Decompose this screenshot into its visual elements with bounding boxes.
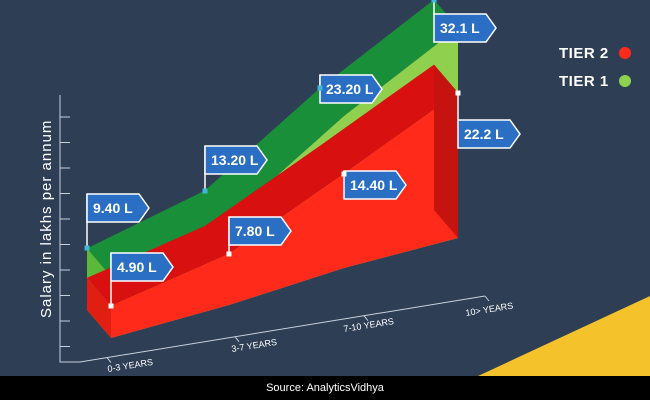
flag-shape	[110, 252, 174, 282]
accent-corner	[478, 296, 650, 376]
data-label: 13.20 L	[211, 152, 259, 168]
data-point	[84, 245, 90, 251]
legend: TIER 2 TIER 1	[559, 45, 631, 90]
salary-chart: 9.40 L 13.20 L 23.20 L 32.1 L 4.90 L 7.80 L 14…	[38, 0, 650, 376]
x-axis-tick	[106, 357, 112, 363]
tier2-side-face	[87, 277, 111, 338]
data-point	[202, 188, 208, 194]
x-axis-tick	[484, 295, 490, 302]
flag-shape	[343, 170, 407, 200]
data-label: 14.40 L	[350, 177, 398, 193]
tier2-top-face	[87, 64, 458, 306]
data-labels: 9.40 L 13.20 L 23.20 L 32.1 L 4.90 L 7.80 L 14…	[84, 0, 521, 309]
flag-shape	[457, 119, 521, 149]
tier2-end-face	[434, 64, 458, 238]
tier1-data-flag: 32.1 L	[431, 0, 497, 43]
axes	[59, 95, 490, 363]
data-label: 22.2 L	[464, 126, 504, 142]
flag-shape	[86, 193, 150, 223]
legend-label: TIER 1	[559, 73, 609, 90]
x-tick-label: 7-10 YEARS	[343, 316, 395, 334]
flag-shape	[433, 13, 497, 43]
flag-shape	[228, 216, 292, 246]
flag-shape	[204, 145, 268, 175]
flag-shape	[319, 74, 383, 104]
legend-swatch	[619, 47, 631, 59]
data-label: 23.20 L	[326, 81, 374, 97]
data-point	[226, 251, 232, 257]
data-label: 9.40 L	[93, 200, 133, 216]
y-axis-label: Salary in lakhs per annum	[38, 120, 55, 318]
data-point	[431, 0, 437, 3]
data-label: 4.90 L	[117, 259, 157, 275]
source-credit: Source: AnalyticsVidhya	[0, 376, 650, 400]
tier2-data-flag: 4.90 L	[108, 252, 174, 309]
tier2-data-flag: 7.80 L	[226, 216, 292, 257]
y-axis-line	[59, 95, 80, 363]
data-point	[341, 171, 347, 177]
data-label: 7.80 L	[235, 223, 275, 239]
tier2-data-flag: 14.40 L	[341, 170, 407, 200]
tier1-data-flag: 9.40 L	[84, 193, 150, 251]
data-label: 32.1 L	[440, 20, 480, 36]
legend-label: TIER 2	[559, 45, 609, 62]
x-tick-label: 0-3 YEARS	[107, 357, 154, 374]
x-axis-tick	[234, 336, 240, 343]
tier2-data-flag: 22.2 L	[455, 90, 521, 149]
x-axis-tick	[363, 315, 369, 322]
tier1-top-face	[87, 0, 458, 277]
legend-swatch	[619, 75, 631, 87]
data-point	[455, 90, 461, 96]
data-point	[108, 303, 114, 309]
data-point	[317, 85, 323, 91]
x-axis-line	[79, 295, 486, 363]
series-layer	[87, 0, 458, 338]
tier1-data-flag: 23.20 L	[317, 74, 383, 104]
tier2-front-face	[111, 92, 458, 338]
tier1-data-flag: 13.20 L	[202, 145, 268, 194]
x-tick-label: 10> YEARS	[465, 301, 514, 318]
